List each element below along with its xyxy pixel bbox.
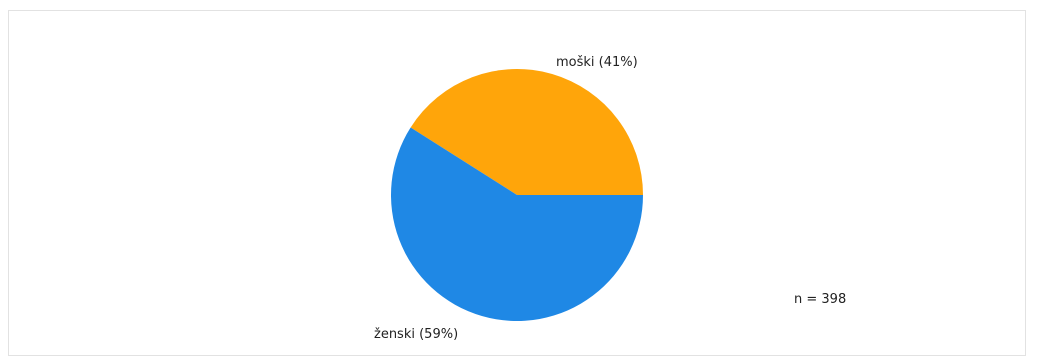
pie-slice-zenski xyxy=(390,127,643,322)
pie-slices xyxy=(390,69,643,322)
slice-label-moski: moški (41%) xyxy=(556,55,638,70)
slice-label-zenski: ženski (59%) xyxy=(374,327,458,342)
sample-size-label: n = 398 xyxy=(794,292,847,307)
pie-slice-moski xyxy=(410,69,643,195)
